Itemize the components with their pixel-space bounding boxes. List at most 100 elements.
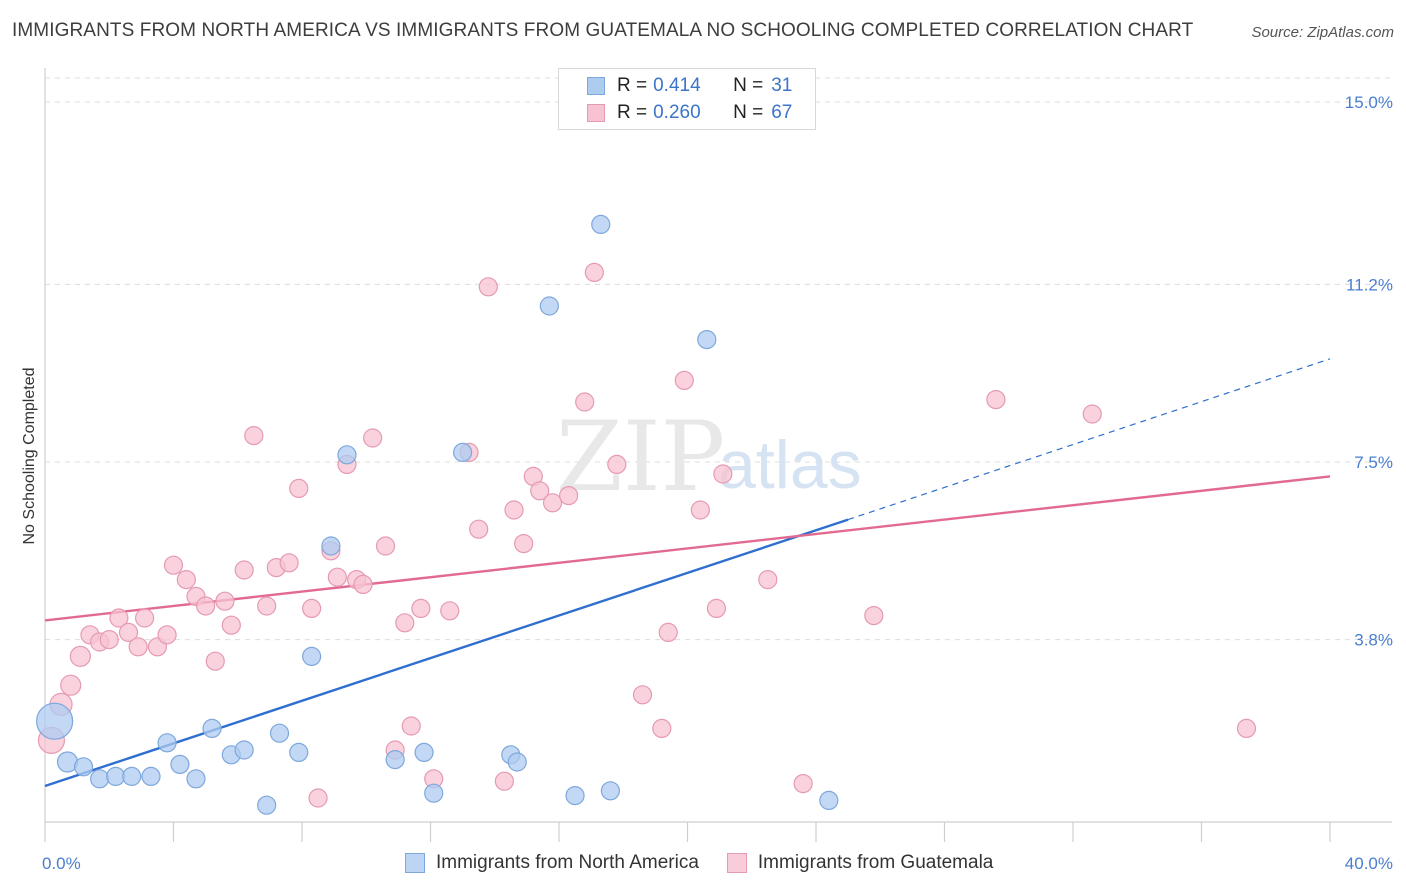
legend-n-label: N = — [733, 75, 764, 96]
guatemala-point — [440, 601, 460, 621]
guatemala-point — [652, 718, 672, 739]
guatemala-point — [289, 478, 309, 498]
legend-swatch-north-america — [587, 77, 605, 95]
guatemala-point — [514, 533, 534, 554]
watermark-atlas: atlas — [718, 427, 862, 503]
north-america-point — [424, 783, 444, 803]
guatemala-point — [163, 555, 184, 575]
guatemala-point — [176, 569, 196, 590]
guatemala-point — [411, 598, 431, 619]
guatemala-point — [99, 629, 119, 650]
north-america-point — [414, 742, 434, 763]
north-america-point — [600, 781, 621, 801]
north-america-point — [234, 740, 254, 760]
correlation-legend: R = 0.414 N = 31 R = 0.260 N = 67 — [558, 68, 816, 130]
north-america-point — [337, 445, 357, 465]
north-america-point — [36, 702, 74, 740]
guatemala-point — [302, 598, 322, 619]
guatemala-point — [530, 481, 550, 501]
north-america-point — [819, 790, 839, 811]
guatemala-point — [395, 613, 415, 633]
legend-r-label: R = — [617, 75, 648, 96]
north-america-point — [289, 742, 309, 763]
series-swatch-guatemala — [726, 853, 747, 873]
x-tick-label: 40.0% — [1345, 854, 1393, 873]
guatemala-point — [279, 553, 299, 573]
north-america-point — [321, 536, 341, 556]
north-america-point — [122, 766, 142, 787]
points-layer — [36, 214, 1257, 815]
guatemala-point — [706, 598, 727, 619]
y-tick-label: 3.8% — [1354, 631, 1393, 650]
guatemala-point — [713, 464, 733, 484]
guatemala-point — [196, 596, 216, 616]
guatemala-point — [353, 574, 373, 595]
series-legend-north-america: Immigrants from North America — [405, 852, 699, 874]
north-america-point — [170, 754, 190, 775]
north-america-point — [507, 752, 527, 772]
guatemala-point — [758, 569, 778, 590]
legend-n-label: N = — [733, 102, 764, 123]
guatemala-point — [469, 519, 489, 539]
grid-layer — [45, 77, 1392, 641]
guatemala-point — [559, 486, 579, 506]
legend-n-value: 31 — [771, 75, 793, 96]
north-america-point — [73, 757, 94, 777]
series-label-guatemala: Immigrants from Guatemala — [757, 852, 994, 873]
x-tick-label: 0.0% — [42, 854, 81, 873]
source-label: Source: ZipAtlas.com — [1251, 24, 1394, 41]
guatemala-trendline — [44, 475, 1331, 622]
label-layer: No Schooling Completed 3.8% 7.5% 11.2% 15.0… — [21, 93, 1393, 873]
legend-r-label: R = — [617, 102, 648, 123]
guatemala-point — [134, 608, 155, 628]
guatemala-point — [308, 788, 328, 808]
guatemala-point — [363, 428, 383, 448]
series-swatch-north-america — [405, 853, 425, 873]
trend-layer — [44, 358, 1331, 788]
guatemala-point — [674, 370, 694, 390]
guatemala-point — [118, 622, 139, 643]
north-america-point — [106, 766, 126, 787]
legend-row-north-america: R = 0.414 N = 31 — [587, 75, 792, 97]
guatemala-point — [109, 608, 129, 628]
guatemala-point — [478, 277, 498, 297]
guatemala-point — [69, 645, 91, 668]
watermark-zip: ZIP — [556, 401, 725, 513]
y-tick-label: 7.5% — [1354, 453, 1393, 472]
legend-n-value: 67 — [771, 102, 793, 123]
north-america-point — [141, 766, 161, 787]
north-america-point — [257, 795, 277, 815]
guatemala-point — [864, 605, 884, 626]
guatemala-point — [244, 426, 264, 446]
guatemala-point — [504, 500, 524, 520]
legend-r-value: 0.260 — [653, 102, 701, 123]
north-america-point — [591, 214, 611, 234]
guatemala-point — [793, 773, 813, 794]
series-label-north-america: Immigrants from North America — [436, 852, 699, 873]
guatemala-point — [986, 390, 1006, 410]
guatemala-point — [575, 392, 595, 412]
series-legend-guatemala: Immigrants from Guatemala — [726, 852, 994, 874]
axis-layer — [44, 68, 1392, 842]
north-america-point — [202, 718, 222, 739]
north-america-point — [453, 442, 473, 462]
guatemala-point — [542, 493, 563, 513]
legend-swatch-guatemala — [587, 104, 605, 122]
y-axis-label: No Schooling Completed — [21, 368, 38, 545]
guatemala-point — [584, 262, 604, 282]
guatemala-point — [234, 560, 254, 580]
guatemala-point — [215, 591, 235, 611]
chart-title: IMMIGRANTS FROM NORTH AMERICA VS IMMIGRA… — [12, 20, 1194, 41]
guatemala-point — [327, 567, 347, 587]
guatemala-point — [157, 625, 177, 645]
legend-r-value: 0.414 — [653, 75, 701, 96]
guatemala-point — [375, 536, 396, 556]
guatemala-point — [658, 622, 678, 643]
guatemala-point — [494, 771, 514, 791]
guatemala-point — [1082, 404, 1102, 424]
guatemala-point — [607, 454, 627, 474]
north-america-point — [302, 646, 322, 667]
legend-row-guatemala: R = 0.260 N = 67 — [587, 102, 792, 124]
guatemala-point — [632, 685, 653, 705]
